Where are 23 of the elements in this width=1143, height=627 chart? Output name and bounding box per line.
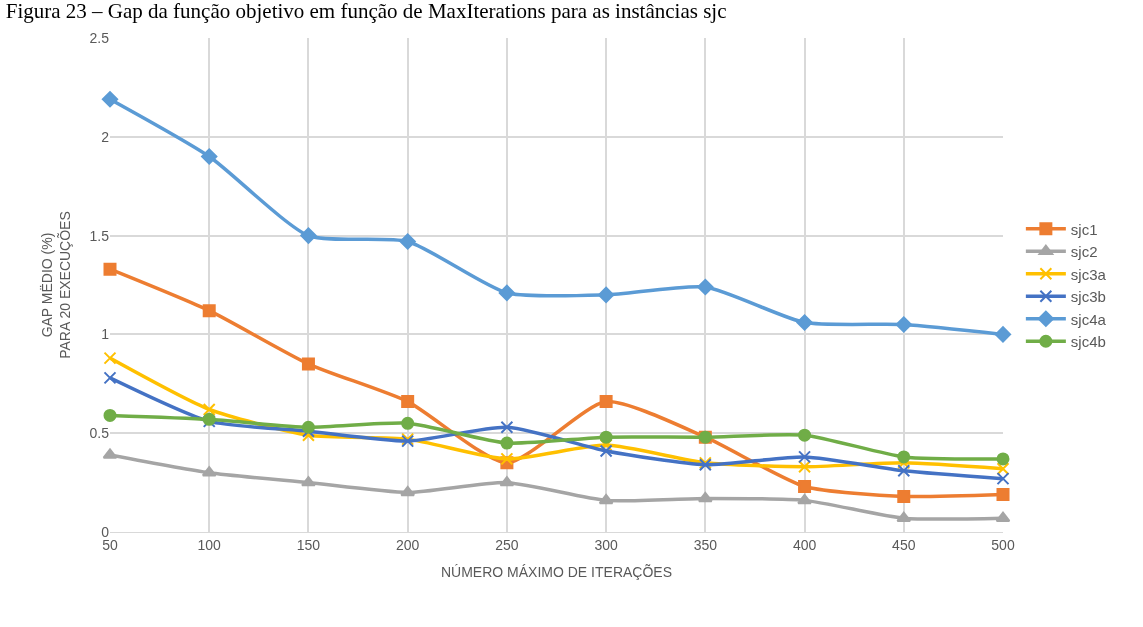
x-tick-label: 250 (495, 536, 519, 553)
legend-label: sjc4a (1070, 310, 1107, 328)
y-axis-title: GAP MËDIO (%) PARA 20 EXECUÇÕES (38, 211, 74, 359)
x-tick-label: 300 (594, 536, 618, 553)
chart-title: Figura 23 – Gap da função objetivo em função de MaxIterations para as instâncias sjc (5, 0, 727, 23)
x-tick-label: 400 (792, 536, 817, 553)
x-tick-label: 100 (197, 536, 222, 553)
legend-label: sjc1 (1070, 220, 1098, 238)
x-tick-label: 350 (693, 536, 718, 553)
x-axis-title: NÚMERO MÁXIMO DE ITERAÇÕES (440, 564, 673, 581)
x-tick-label: 150 (296, 536, 321, 553)
x-tick-label: 200 (395, 536, 420, 553)
x-tick-label: 450 (892, 536, 916, 553)
legend-label: sjc3a (1070, 265, 1107, 283)
legend-label: sjc3b (1070, 288, 1106, 306)
x-tick-label: 500 (991, 536, 1015, 553)
y-tick-label: 0.5 (89, 425, 110, 442)
y-tick-label: 2 (101, 128, 110, 145)
y-tick-label: 1 (101, 326, 110, 343)
legend-label: sjc4b (1070, 333, 1106, 351)
legend-label: sjc2 (1070, 243, 1098, 261)
y-tick-label: 2.5 (89, 29, 110, 46)
y-tick-label: 1.5 (89, 227, 110, 244)
